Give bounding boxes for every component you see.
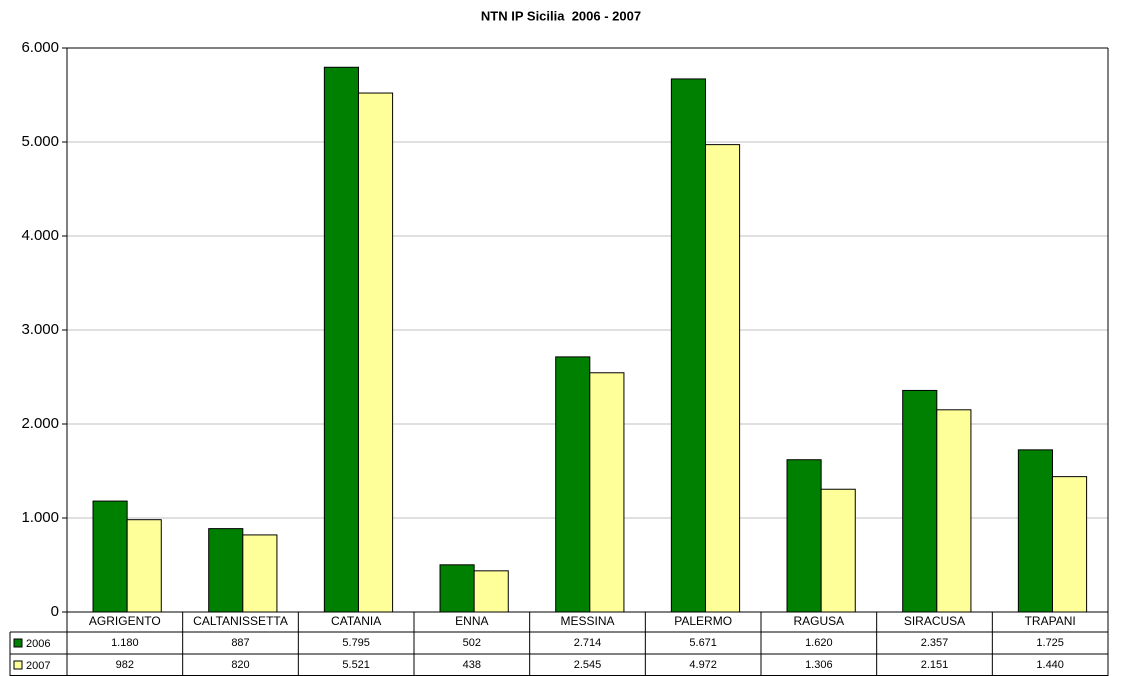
y-tick-label: 6.000 (21, 39, 59, 56)
bar (1017, 449, 1053, 613)
table-cell: 2.545 (574, 659, 602, 671)
bar (936, 409, 972, 613)
bar (704, 144, 741, 613)
table-cell: 5.671 (689, 637, 717, 649)
table-cell: 2.151 (921, 659, 949, 671)
legend-swatch (13, 638, 23, 648)
x-tick-label: SIRACUSA (904, 614, 965, 628)
y-tick-label: 1.000 (21, 509, 59, 526)
x-tick-label: CATANIA (331, 614, 381, 628)
bar (473, 570, 509, 613)
y-tick-label: 4.000 (21, 227, 59, 244)
table-cell: 5.795 (342, 637, 370, 649)
bar (555, 356, 591, 613)
x-tick-label: ENNA (455, 614, 488, 628)
y-tick-label: 2.000 (21, 415, 59, 432)
table-cell: 1.725 (1036, 637, 1064, 649)
table-cell: 820 (231, 659, 249, 671)
table-cell: 5.521 (342, 659, 370, 671)
x-tick-label: MESSINA (560, 614, 614, 628)
table-cell: 4.972 (689, 659, 717, 671)
bar (670, 78, 706, 613)
x-tick-label: TRAPANI (1025, 614, 1076, 628)
legend-label: 2007 (26, 660, 50, 672)
bar (589, 372, 625, 613)
x-tick-label: AGRIGENTO (89, 614, 161, 628)
y-tick-label: 0 (51, 603, 59, 620)
x-tick-label: RAGUSA (793, 614, 844, 628)
bar (323, 66, 359, 613)
table-cell: 1.306 (805, 659, 833, 671)
table-cell: 982 (116, 659, 134, 671)
bar (242, 534, 278, 613)
bars (92, 66, 1088, 613)
bar (786, 459, 822, 613)
table-cell: 1.180 (111, 637, 139, 649)
y-tick-label: 5.000 (21, 133, 59, 150)
table-cell: 887 (231, 637, 249, 649)
legend-label: 2006 (26, 638, 50, 650)
legend-swatch (13, 660, 23, 670)
table-cell: 2.357 (921, 637, 949, 649)
bar (902, 389, 938, 613)
x-tick-label: CALTANISSETTA (193, 614, 288, 628)
bar (126, 519, 162, 613)
data-table: AGRIGENTO CALTANISSETTA CATANIA ENNA MESSINA… (9, 611, 1109, 676)
bar (92, 500, 128, 613)
x-tick-label: PALERMO (674, 614, 732, 628)
table-cell: 2.714 (574, 637, 602, 649)
table-cell: 1.440 (1036, 659, 1064, 671)
bar (357, 92, 394, 613)
table-cell: 1.620 (805, 637, 833, 649)
bar (820, 488, 856, 613)
table-cell: 438 (463, 659, 481, 671)
y-tick-label: 3.000 (21, 321, 59, 338)
bar (208, 528, 244, 613)
table-cell: 502 (463, 637, 481, 649)
chart-title: NTN IP Sicilia 2006 - 2007 (481, 8, 641, 23)
bar (439, 564, 475, 613)
bar (1051, 476, 1088, 613)
